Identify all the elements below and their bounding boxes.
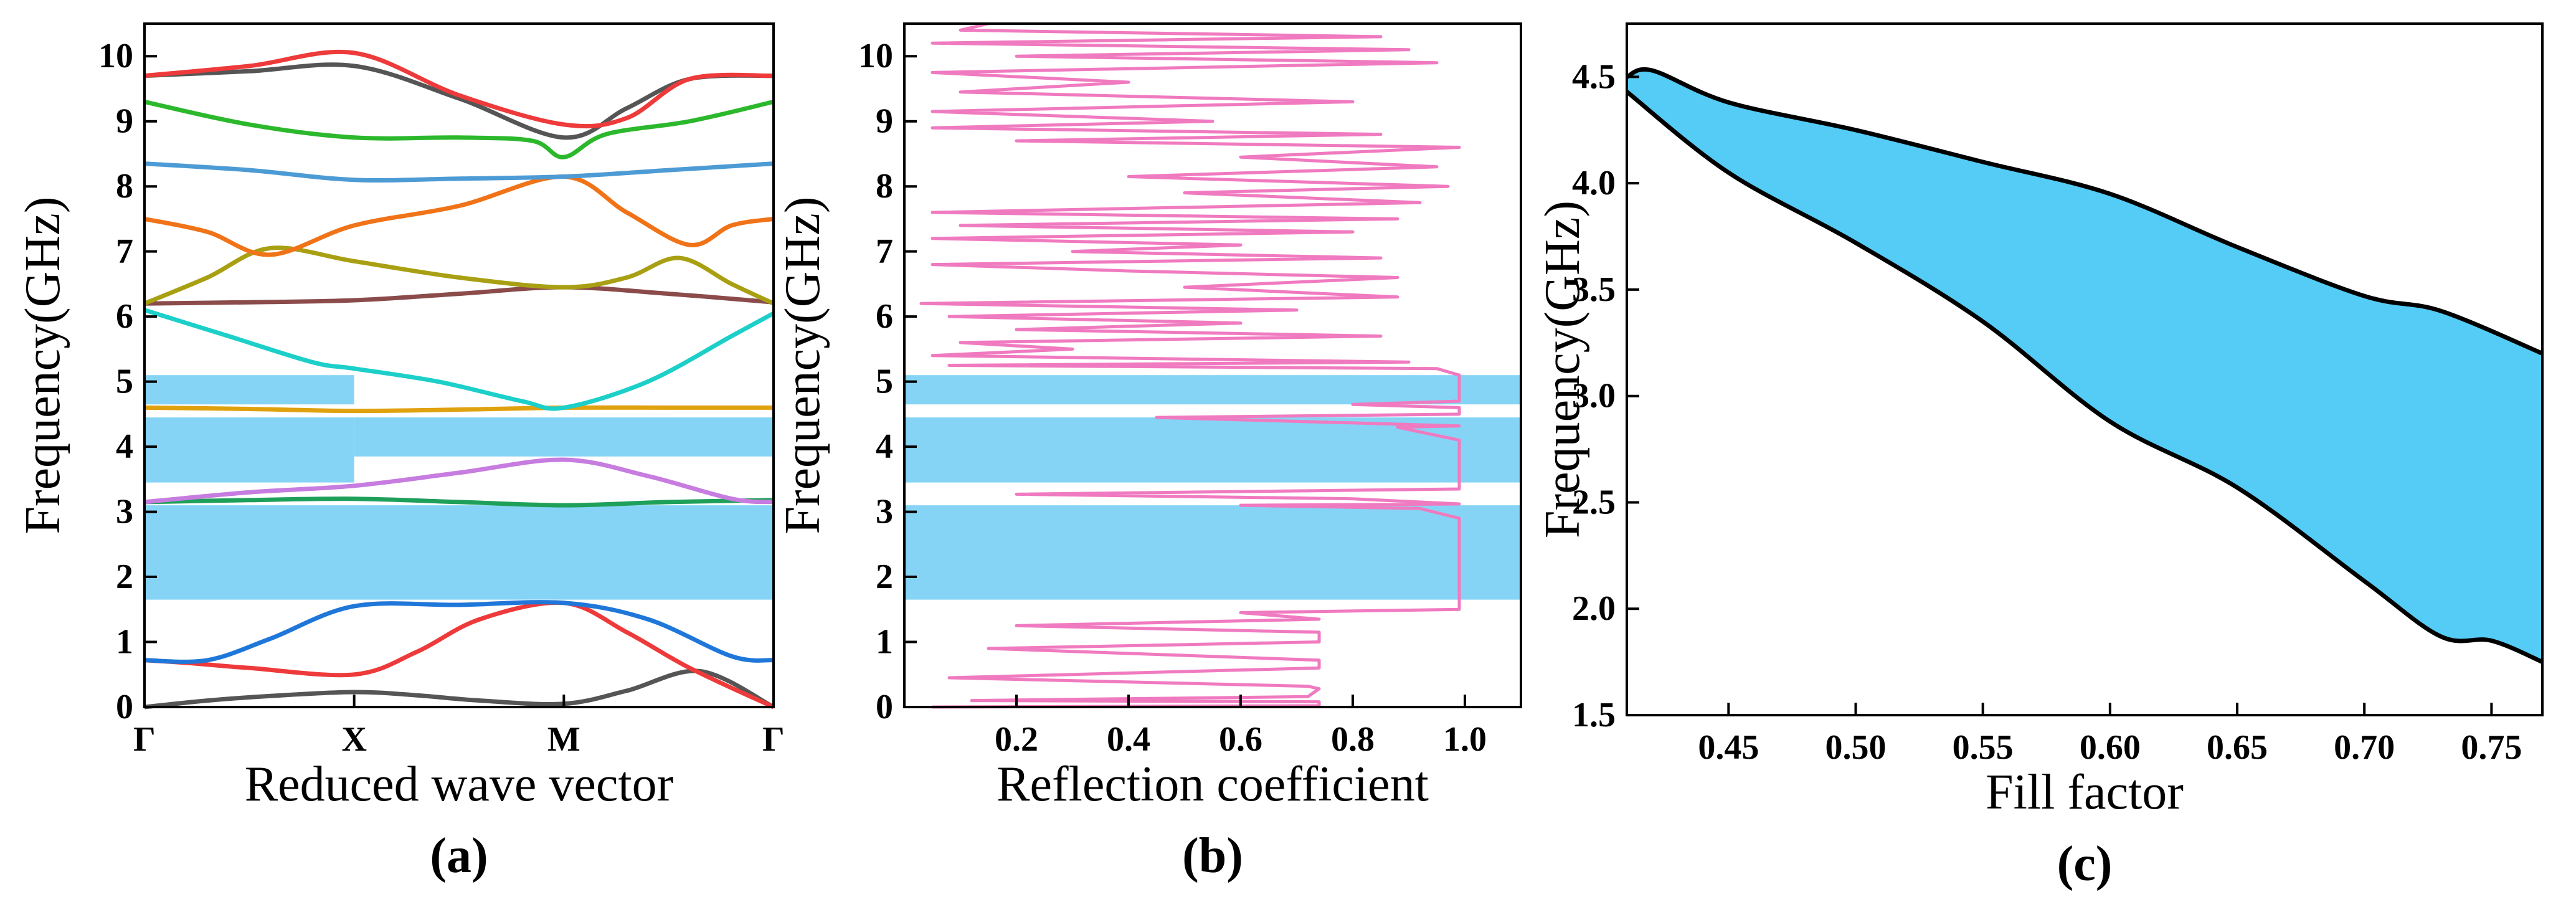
x-tick-label: 0.4 xyxy=(1107,720,1150,759)
x-axis-label: Reduced wave vector xyxy=(245,757,674,812)
y-tick-label: 3.0 xyxy=(1572,377,1616,416)
x-tick-label: X xyxy=(341,720,366,759)
band-line-band4 xyxy=(144,496,774,508)
y-tick-label: 2 xyxy=(116,558,133,596)
band-gap xyxy=(904,505,1521,600)
y-tick-label: 8 xyxy=(876,167,893,206)
y-tick-label: 1 xyxy=(116,623,133,662)
band-line-band13 xyxy=(144,62,774,140)
band-line-band10 xyxy=(144,174,774,257)
y-tick-label: 2.5 xyxy=(1572,483,1616,521)
y-tick-label: 2 xyxy=(876,558,893,596)
band-line-band12 xyxy=(144,99,774,159)
x-tick-label: 1.0 xyxy=(1443,720,1487,759)
band-gap xyxy=(144,505,774,600)
y-tick-label: 5 xyxy=(116,363,133,401)
y-tick-label: 6 xyxy=(116,297,133,336)
y-tick-label: 9 xyxy=(876,102,893,141)
x-tick-label: 0.60 xyxy=(2080,728,2141,767)
y-tick-label: 3 xyxy=(116,493,133,531)
x-tick-label: 0.65 xyxy=(2207,728,2268,767)
y-tick-label: 4.0 xyxy=(1572,164,1616,202)
y-tick-label: 0 xyxy=(116,688,133,726)
band-gap xyxy=(144,375,354,405)
y-tick-label: 3 xyxy=(876,493,893,531)
reflection-curve xyxy=(919,22,1461,709)
y-tick-label: 10 xyxy=(858,37,893,75)
x-tick-label: 0.75 xyxy=(2461,728,2522,767)
x-tick-label: Γ xyxy=(762,720,785,759)
plot-frame xyxy=(143,22,775,708)
x-tick-label: 0.70 xyxy=(2334,728,2395,767)
x-tick-label: 0.45 xyxy=(1698,728,1759,767)
x-axis-label: Fill factor xyxy=(1986,765,2184,820)
band-line-band11 xyxy=(144,161,774,183)
panel-c: 0.45 0.50 0.55 0.60 0.65 0.70 0.75 1.5 2.0 2.5 3.0… xyxy=(1535,22,2544,891)
panel-b: 0.2 0.4 0.6 0.8 1.0 0 1 2 3 4 5 6 7 8 9 10 Frequency(GHz… xyxy=(775,22,1522,883)
panel-label: (a) xyxy=(430,829,488,883)
y-tick-label: 0 xyxy=(876,688,893,726)
y-tick-label: 4.5 xyxy=(1572,57,1616,96)
band-line-band9 xyxy=(143,245,775,306)
band-line-band3 xyxy=(144,600,774,664)
x-tick-label: 0.6 xyxy=(1219,720,1262,759)
plot-frame xyxy=(1626,22,2544,716)
y-tick-label: 4 xyxy=(876,427,893,466)
band-line-band6 xyxy=(144,405,774,414)
band-line-band1 xyxy=(144,668,775,710)
y-axis-label: Frequency(GHz) xyxy=(775,197,830,534)
y-axis-label: Frequency(GHz) xyxy=(16,197,70,534)
lower-edge-line xyxy=(1625,90,2544,664)
band-line-band2 xyxy=(144,600,775,710)
y-tick-label: 10 xyxy=(98,37,133,75)
band-line-band5 xyxy=(144,457,774,505)
x-tick-label: 0.2 xyxy=(995,720,1038,759)
band-line-band7 xyxy=(143,308,775,411)
band-line-band14 xyxy=(144,49,774,129)
y-tick-label: 1.5 xyxy=(1572,696,1616,734)
y-tick-label: 8 xyxy=(116,167,133,206)
y-tick-label: 2.0 xyxy=(1572,589,1616,628)
y-tick-label: 3.5 xyxy=(1572,270,1616,309)
panel-label: (c) xyxy=(2057,837,2113,891)
y-tick-label: 9 xyxy=(116,102,133,141)
y-tick-label: 6 xyxy=(876,297,893,336)
upper-edge-line xyxy=(1626,67,2544,356)
x-tick-label: Γ xyxy=(133,720,156,759)
panel-label: (b) xyxy=(1182,829,1243,883)
x-tick-label: 0.50 xyxy=(1825,728,1887,767)
y-tick-label: 1 xyxy=(876,623,893,662)
x-tick-label: 0.55 xyxy=(1953,728,2014,767)
y-axis-label: Frequency(GHz) xyxy=(1535,201,1590,538)
y-tick-label: 7 xyxy=(876,232,893,271)
y-tick-label: 5 xyxy=(876,363,893,401)
x-tick-label: 0.8 xyxy=(1331,720,1375,759)
x-tick-label: M xyxy=(547,720,580,759)
band-gap-area xyxy=(1627,69,2542,662)
y-tick-label: 4 xyxy=(116,427,133,466)
band-line-band8 xyxy=(144,285,774,306)
band-gap xyxy=(904,375,1521,405)
x-axis-label: Reflection coefficient xyxy=(997,757,1429,812)
y-tick-label: 7 xyxy=(116,232,133,271)
band-gap xyxy=(354,417,774,457)
band-gap xyxy=(144,417,354,483)
plot-frame xyxy=(903,22,1522,708)
